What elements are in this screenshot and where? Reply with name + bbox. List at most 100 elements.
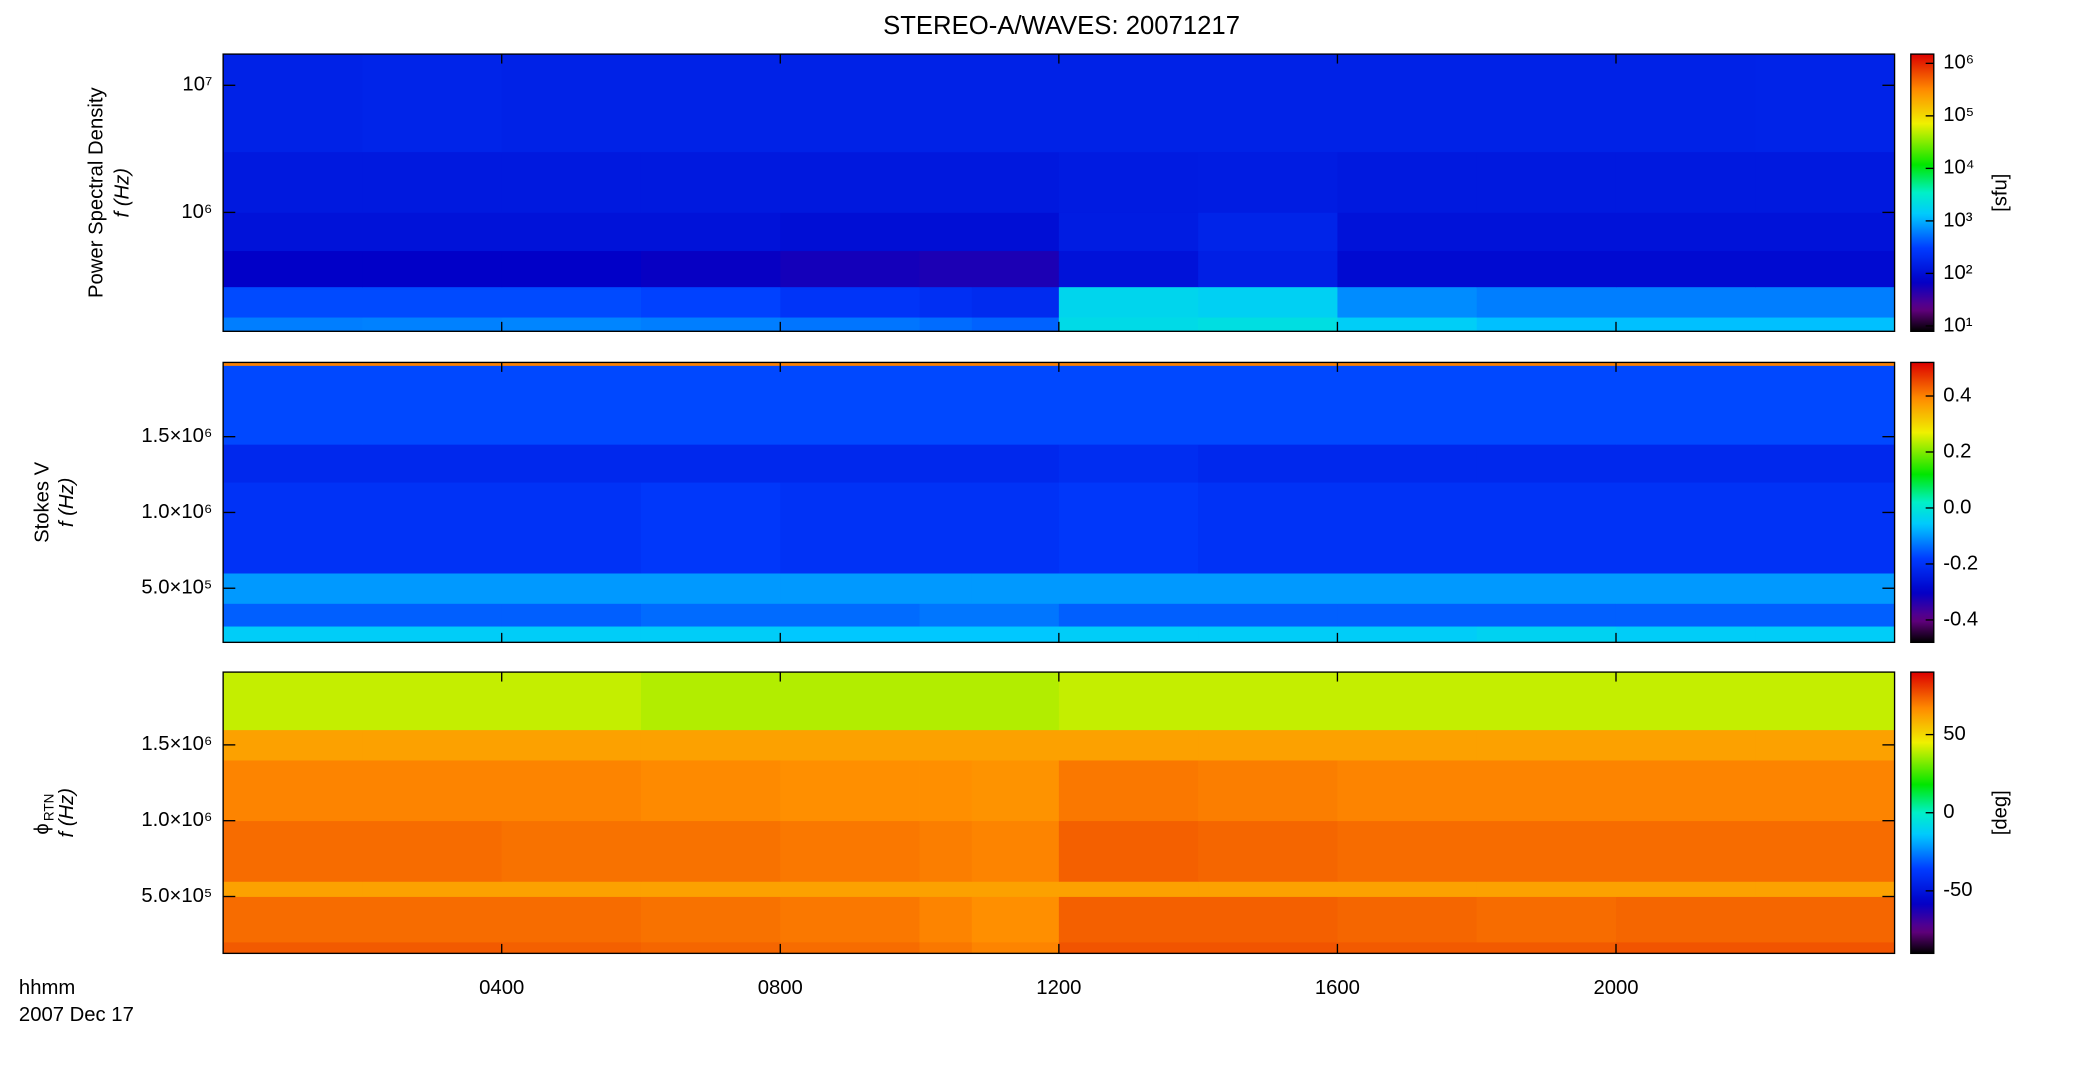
heatmap-cell	[919, 672, 973, 731]
heatmap-cell	[971, 362, 1060, 366]
heatmap-cell	[1198, 760, 1338, 822]
heatmap-cell	[223, 896, 363, 943]
heatmap-cell	[1755, 482, 1895, 574]
heatmap-cell	[971, 54, 1060, 153]
heatmap-cell	[501, 362, 642, 366]
heatmap-cell	[919, 482, 973, 574]
heatmap-cell	[971, 151, 1060, 213]
heatmap-cell	[1476, 881, 1617, 897]
heatmap-cell	[1615, 603, 1756, 627]
heatmap-cell	[1755, 212, 1895, 252]
heatmap-cell	[1755, 54, 1895, 153]
heatmap-cell	[780, 444, 920, 483]
heatmap-cell	[780, 941, 920, 954]
heatmap-cell	[640, 941, 781, 954]
heatmap-cell	[640, 729, 781, 761]
heatmap-cell	[501, 317, 642, 332]
heatmap-cell	[1337, 444, 1478, 483]
heatmap-cell	[1058, 672, 1199, 731]
heatmap-cell	[501, 760, 642, 822]
heatmap-cell	[362, 54, 503, 153]
heatmap-cell	[1615, 362, 1756, 366]
heatmap-cell	[1058, 365, 1199, 445]
heatmap-cell	[1198, 626, 1338, 643]
heatmap-cell	[1058, 626, 1199, 643]
heatmap-cell	[640, 250, 781, 288]
colorbar-tick-label: 50	[1943, 723, 1966, 745]
heatmap-cell	[780, 365, 920, 445]
heatmap-cell	[1476, 365, 1617, 445]
heatmap-cell	[1615, 317, 1756, 332]
heatmap-cell	[1337, 820, 1478, 882]
heatmap-cell	[1476, 317, 1617, 332]
heatmap-cell	[640, 573, 781, 604]
heatmap-cell	[1337, 672, 1478, 731]
heatmap-cell	[1615, 672, 1756, 731]
heatmap-cell	[1058, 603, 1199, 627]
heatmap-cell	[919, 151, 973, 213]
heatmap-cell	[1476, 362, 1617, 366]
heatmap-cell	[501, 896, 642, 943]
heatmap-cell	[919, 729, 973, 761]
heatmap-cell	[223, 212, 363, 252]
heatmap-cell	[1337, 482, 1478, 574]
x-tick-label: 1600	[1315, 977, 1360, 999]
heatmap-cell	[780, 626, 920, 643]
heatmap-cell	[780, 820, 920, 882]
colorbar	[1910, 54, 1934, 332]
y-axis-label: f (Hz)	[56, 788, 78, 838]
heatmap-cell	[362, 603, 503, 627]
heatmap-cell	[971, 365, 1060, 445]
heatmap-cell	[223, 317, 363, 332]
heatmap-cell	[223, 760, 363, 822]
heatmap-cell	[1198, 151, 1338, 213]
plot-area: STEREO-A/WAVES: 20071217 hhmm 2007 Dec 1…	[19, 12, 2012, 1026]
heatmap-cell	[1755, 820, 1895, 882]
heatmap-cell	[1198, 444, 1338, 483]
heatmap-cell	[1198, 365, 1338, 445]
y-tick-label: 1.0×10⁶	[141, 809, 212, 831]
colorbar-label: [deg]	[1990, 790, 2012, 835]
heatmap-cell	[1198, 317, 1338, 332]
heatmap-cell	[1337, 151, 1478, 213]
heatmap-cell	[1615, 626, 1756, 643]
heatmap-cell	[501, 603, 642, 627]
heatmap-cell	[362, 317, 503, 332]
heatmap-cell	[780, 573, 920, 604]
y-axis-label: ϕ	[32, 823, 54, 834]
heatmap-cell	[1755, 444, 1895, 483]
heatmap-cell	[640, 54, 781, 153]
heatmap-cell	[362, 212, 503, 252]
colorbar-tick-label: 0.0	[1943, 496, 1971, 518]
heatmap-cell	[1198, 482, 1338, 574]
y-tick-label: 1.5×10⁶	[141, 425, 212, 447]
heatmap-cell	[223, 362, 363, 366]
heatmap-cell	[1337, 573, 1478, 604]
heatmap-cell	[223, 151, 363, 213]
heatmap-cell	[223, 603, 363, 627]
heatmap-cell	[1476, 941, 1617, 954]
heatmap-cell	[1476, 896, 1617, 943]
heatmap-cell	[1476, 482, 1617, 574]
colorbar-tick-label: 0.4	[1943, 384, 1971, 406]
heatmap-cell	[1337, 729, 1478, 761]
heatmap-cell	[1337, 317, 1478, 332]
heatmap-cell	[362, 881, 503, 897]
heatmap-cell	[501, 482, 642, 574]
heatmap-cell	[640, 362, 781, 366]
heatmap-cell	[919, 317, 973, 332]
heatmap-cell	[1198, 729, 1338, 761]
heatmap-cell	[1198, 603, 1338, 627]
heatmap-cell	[1476, 573, 1617, 604]
heatmap-cell	[971, 820, 1060, 882]
heatmap-cell	[1755, 729, 1895, 761]
heatmap-cell	[640, 881, 781, 897]
heatmap-cell	[919, 573, 973, 604]
heatmap-cell	[1615, 896, 1756, 943]
heatmap-cell	[1476, 820, 1617, 882]
x-axis-label: hhmm	[19, 977, 75, 999]
heatmap-cell	[223, 881, 363, 897]
heatmap-cell	[223, 482, 363, 574]
heatmap-cell	[1058, 444, 1199, 483]
